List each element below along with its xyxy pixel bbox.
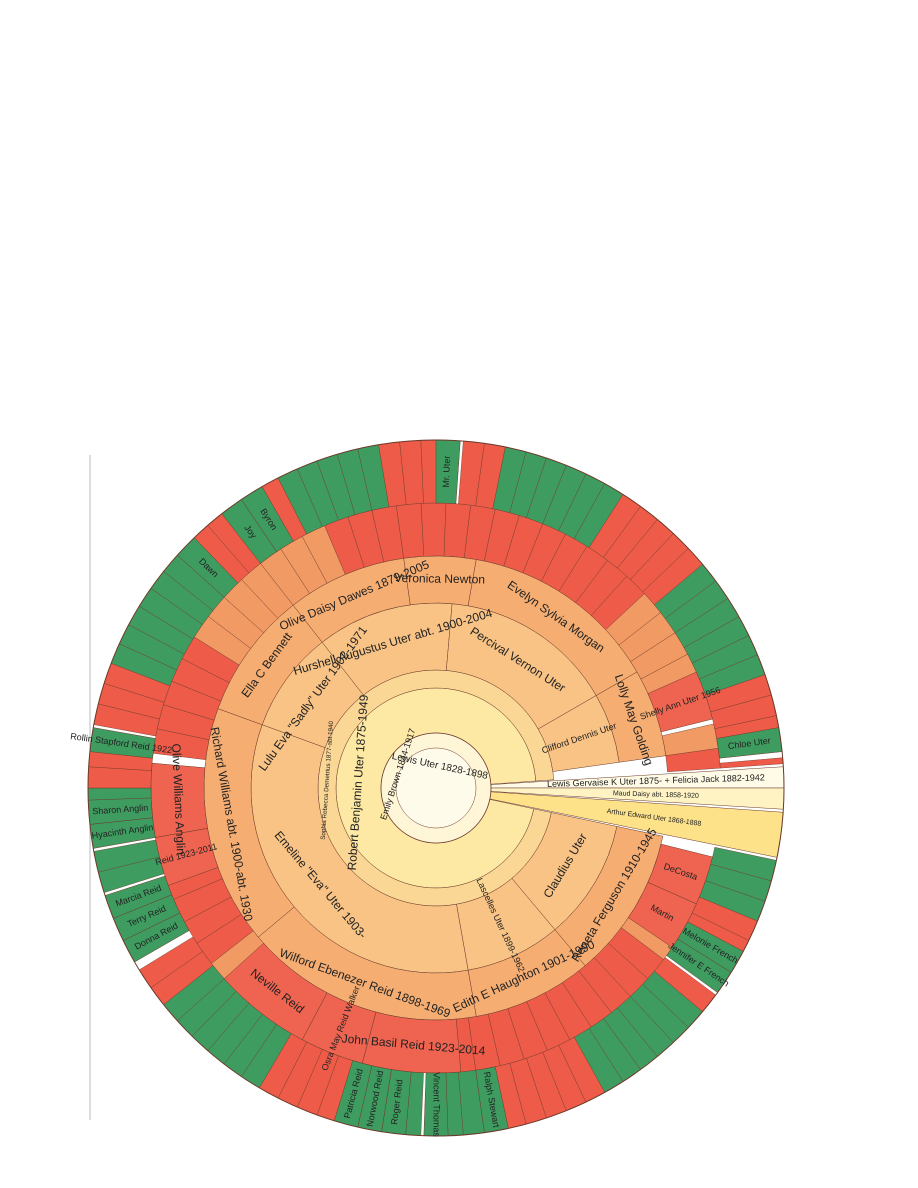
filler-wedge <box>420 502 447 557</box>
person-wedge <box>647 671 713 733</box>
person-label: Sharon Anglin <box>92 803 149 817</box>
person-wedge <box>627 882 697 948</box>
filler-wedge <box>719 757 784 769</box>
wedges <box>87 439 785 1137</box>
person-wedge <box>223 942 328 1040</box>
person-label: Vincent Thomas <box>432 1072 442 1137</box>
center-inner <box>395 747 477 829</box>
person-label: Olive Williams Anglin <box>169 743 188 855</box>
outer-ring <box>87 439 785 1137</box>
person-label: Veronica Newton <box>394 571 485 587</box>
person-label: Mr. Uter <box>441 455 452 487</box>
branch-label: Maud Daisy abt. 1858-1920 <box>613 790 699 800</box>
